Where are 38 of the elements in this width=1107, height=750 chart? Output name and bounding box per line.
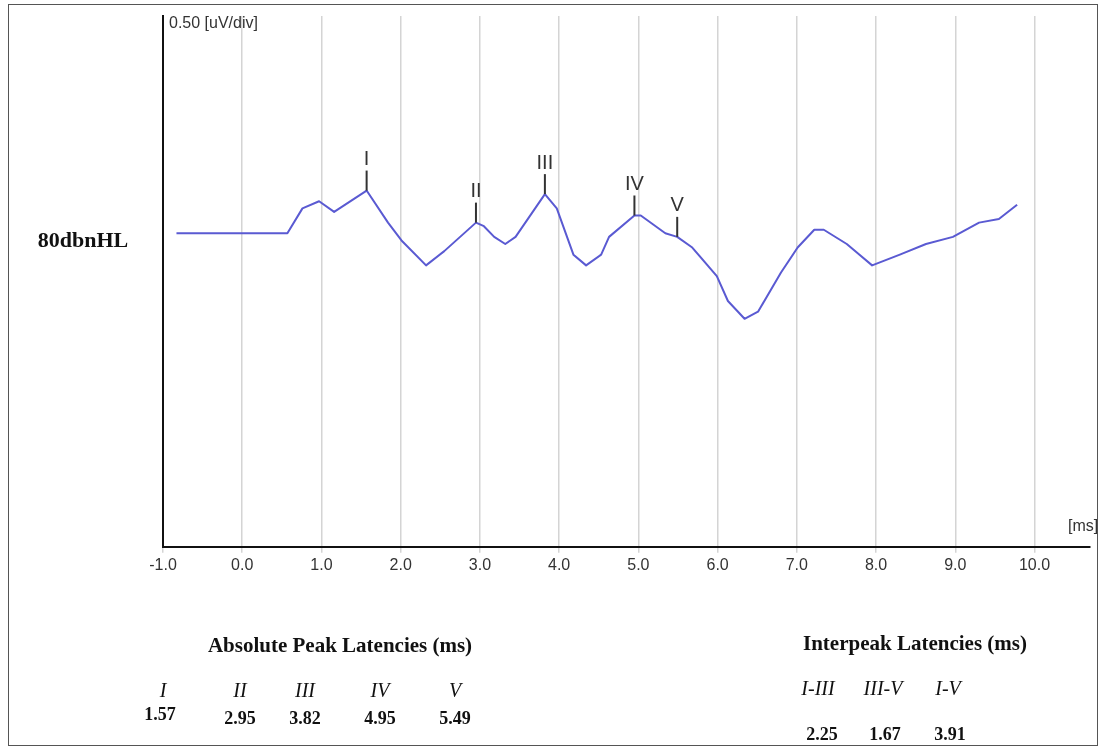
text: Interpeak Latencies (ms) (803, 630, 1027, 656)
x-tick-label: 0.0 (231, 555, 254, 573)
x-axis-title: [ms] (1068, 516, 1099, 535)
x-tick-label: 9.0 (944, 555, 967, 573)
annotation: V (670, 193, 685, 216)
annotation: IV (624, 172, 645, 195)
text: 1.57 (144, 703, 176, 725)
text: II (233, 678, 247, 702)
x-tick-label: 10.0 (1018, 555, 1051, 573)
annotation: I (363, 147, 370, 170)
text: Absolute Peak Latencies (ms) (207, 632, 473, 658)
text: 0.50 [uV/div] (169, 14, 258, 32)
annotation: III (536, 150, 554, 173)
annotation: II (470, 179, 482, 202)
text: 80dbnHL (37, 227, 129, 253)
text: I-V (935, 676, 961, 700)
text: 4.95 (364, 707, 396, 729)
x-tick-label: 4.0 (548, 555, 571, 573)
text: 2.25 (806, 723, 838, 745)
x-tick-label: 5.0 (627, 555, 650, 573)
text: 5.49 (439, 707, 471, 729)
text: I-III (801, 676, 835, 700)
x-tick-label: 7.0 (785, 555, 809, 573)
x-tick-label: -1.0 (149, 555, 177, 573)
text: III-V (863, 676, 903, 700)
x-tick-label: 6.0 (706, 555, 729, 573)
x-tick-label: 2.0 (389, 555, 412, 573)
text: V (448, 678, 462, 702)
text: III (295, 678, 315, 702)
text: I (159, 678, 167, 702)
x-tick-label: 8.0 (864, 555, 888, 573)
text: 3.91 (934, 723, 966, 745)
x-tick-label: 3.0 (468, 555, 492, 573)
x-tick-label: 1.0 (310, 555, 333, 573)
text: 1.67 (869, 723, 901, 745)
text: 2.95 (224, 707, 256, 729)
text: IV (370, 678, 390, 702)
text: 3.82 (289, 707, 321, 729)
